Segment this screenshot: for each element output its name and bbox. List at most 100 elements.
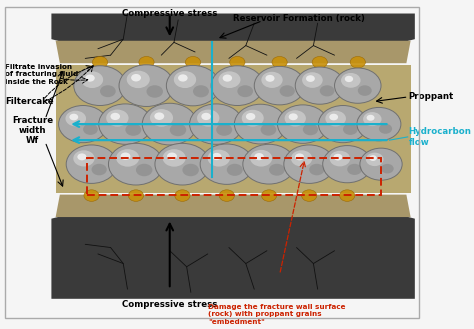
Circle shape bbox=[83, 124, 98, 135]
Circle shape bbox=[302, 72, 323, 88]
Circle shape bbox=[197, 110, 219, 127]
Circle shape bbox=[69, 114, 78, 120]
Circle shape bbox=[284, 145, 335, 183]
Circle shape bbox=[65, 111, 86, 126]
Circle shape bbox=[291, 150, 312, 166]
Circle shape bbox=[81, 71, 103, 88]
Circle shape bbox=[350, 57, 365, 68]
Circle shape bbox=[155, 113, 164, 120]
Text: Damage the fracture wall surface
(rock) with proppant grains
"embedment": Damage the fracture wall surface (rock) … bbox=[208, 304, 345, 325]
Circle shape bbox=[319, 106, 367, 143]
Circle shape bbox=[347, 164, 362, 175]
Circle shape bbox=[242, 110, 264, 126]
Polygon shape bbox=[55, 41, 410, 63]
Circle shape bbox=[100, 85, 116, 97]
Circle shape bbox=[59, 106, 108, 143]
Circle shape bbox=[381, 164, 394, 173]
Circle shape bbox=[261, 124, 276, 136]
Text: Filtercake: Filtercake bbox=[5, 97, 54, 106]
Circle shape bbox=[303, 124, 318, 135]
Text: Compressive stress: Compressive stress bbox=[122, 300, 218, 309]
Circle shape bbox=[190, 104, 243, 144]
Circle shape bbox=[84, 190, 99, 201]
Circle shape bbox=[320, 85, 335, 96]
Circle shape bbox=[106, 110, 128, 127]
Text: Reservoir Formation (rock): Reservoir Formation (rock) bbox=[233, 14, 365, 23]
Circle shape bbox=[216, 124, 232, 136]
Text: Hydrocarbon
flow: Hydrocarbon flow bbox=[409, 127, 471, 147]
Circle shape bbox=[334, 154, 342, 161]
Circle shape bbox=[211, 66, 264, 106]
Polygon shape bbox=[51, 215, 415, 299]
Circle shape bbox=[295, 67, 344, 104]
Circle shape bbox=[280, 85, 295, 97]
Circle shape bbox=[128, 190, 144, 201]
Circle shape bbox=[119, 65, 174, 107]
Circle shape bbox=[366, 115, 374, 121]
Circle shape bbox=[74, 66, 126, 106]
Circle shape bbox=[301, 190, 317, 201]
Circle shape bbox=[335, 68, 381, 103]
Circle shape bbox=[219, 190, 234, 201]
Circle shape bbox=[166, 65, 219, 106]
Polygon shape bbox=[51, 13, 415, 42]
Circle shape bbox=[139, 57, 154, 68]
Polygon shape bbox=[55, 195, 410, 217]
Circle shape bbox=[237, 85, 253, 97]
Circle shape bbox=[208, 150, 230, 166]
Circle shape bbox=[254, 66, 305, 105]
Circle shape bbox=[150, 109, 173, 127]
Circle shape bbox=[136, 164, 153, 176]
Circle shape bbox=[212, 153, 221, 160]
Circle shape bbox=[99, 104, 152, 144]
Circle shape bbox=[155, 143, 210, 185]
Circle shape bbox=[265, 75, 274, 82]
Circle shape bbox=[243, 144, 295, 184]
Circle shape bbox=[250, 150, 272, 166]
Circle shape bbox=[284, 110, 306, 126]
Circle shape bbox=[295, 153, 304, 160]
Circle shape bbox=[185, 57, 201, 68]
Circle shape bbox=[272, 57, 287, 68]
Circle shape bbox=[223, 74, 232, 82]
Circle shape bbox=[200, 144, 254, 184]
Circle shape bbox=[261, 72, 283, 88]
Circle shape bbox=[339, 190, 355, 201]
Circle shape bbox=[255, 153, 264, 160]
Circle shape bbox=[234, 104, 287, 144]
Circle shape bbox=[170, 124, 186, 136]
Circle shape bbox=[167, 153, 177, 160]
Circle shape bbox=[309, 164, 324, 175]
Circle shape bbox=[358, 85, 372, 96]
Circle shape bbox=[277, 105, 328, 143]
Bar bbox=[55, 65, 410, 193]
Circle shape bbox=[175, 190, 190, 201]
Circle shape bbox=[178, 74, 188, 82]
Circle shape bbox=[360, 148, 402, 180]
Circle shape bbox=[230, 57, 245, 68]
Circle shape bbox=[146, 85, 163, 98]
Circle shape bbox=[66, 145, 117, 183]
Text: Proppant: Proppant bbox=[409, 92, 454, 101]
Circle shape bbox=[289, 113, 298, 120]
Circle shape bbox=[329, 151, 350, 166]
Circle shape bbox=[219, 71, 240, 88]
Circle shape bbox=[345, 76, 353, 82]
Circle shape bbox=[131, 74, 141, 82]
Circle shape bbox=[369, 155, 377, 161]
Bar bbox=[87, 158, 381, 195]
Circle shape bbox=[269, 164, 285, 176]
Circle shape bbox=[125, 124, 141, 136]
Circle shape bbox=[366, 153, 383, 166]
Circle shape bbox=[163, 149, 186, 167]
Circle shape bbox=[142, 103, 197, 145]
Circle shape bbox=[363, 112, 382, 126]
Circle shape bbox=[329, 114, 338, 120]
Circle shape bbox=[174, 71, 196, 88]
Circle shape bbox=[109, 143, 164, 185]
Circle shape bbox=[246, 113, 255, 120]
Circle shape bbox=[92, 57, 108, 68]
Circle shape bbox=[357, 108, 401, 141]
Circle shape bbox=[343, 124, 358, 135]
Circle shape bbox=[120, 153, 130, 160]
